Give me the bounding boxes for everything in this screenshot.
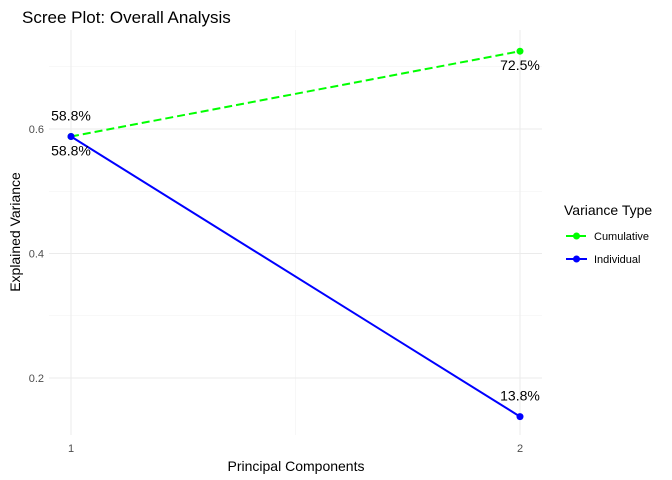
x-axis-label: Principal Components — [228, 458, 365, 474]
x-tick-label: 1 — [68, 443, 74, 455]
x-tick-label: 2 — [517, 443, 523, 455]
data-labels: 58.8% 72.5% 58.8% 13.8% — [51, 57, 540, 403]
legend-title: Variance Type — [564, 202, 652, 218]
legend-label: Individual — [594, 254, 640, 266]
y-axis-label: Explained Variance — [7, 172, 23, 292]
series-line-cumulative — [70, 50, 521, 138]
axes: 0.2 0.4 0.6 1 2 — [29, 124, 523, 455]
data-label: 58.8% — [51, 107, 91, 123]
data-point-individual — [67, 132, 75, 140]
y-tick-label: 0.4 — [29, 249, 44, 261]
data-label: 58.8% — [51, 142, 91, 158]
data-label: 13.8% — [500, 388, 540, 404]
legend-label: Cumulative — [594, 231, 649, 243]
series-line-individual — [70, 135, 521, 418]
data-label: 72.5% — [500, 57, 540, 73]
series-lines — [67, 47, 524, 421]
legend: Variance Type Cumulative Individual — [564, 202, 652, 266]
legend-key-point — [573, 255, 580, 263]
y-tick-label: 0.6 — [29, 124, 44, 136]
data-point-individual — [516, 413, 524, 421]
y-tick-label: 0.2 — [29, 373, 44, 385]
legend-key-point — [573, 232, 580, 240]
chart-title: Scree Plot: Overall Analysis — [22, 8, 231, 27]
data-point-cumulative — [516, 47, 524, 55]
grid — [49, 30, 542, 435]
